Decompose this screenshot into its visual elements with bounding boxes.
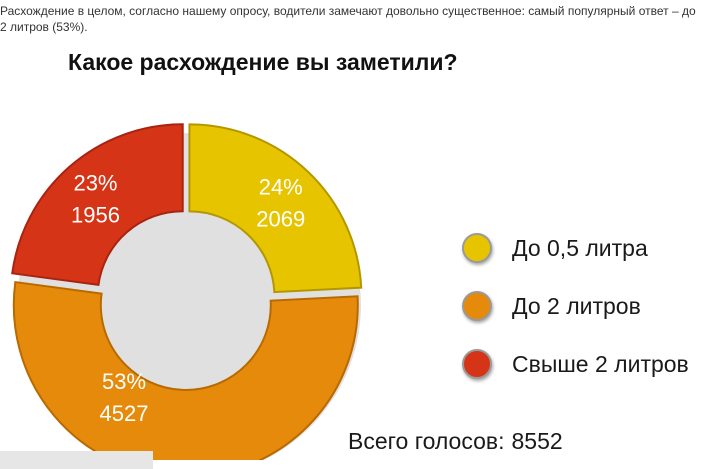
slice-count-label: 2069 bbox=[256, 206, 305, 231]
legend-item-up-to-2-liters: До 2 литров bbox=[462, 288, 689, 324]
total-votes: Всего голосов: 8552 bbox=[348, 428, 563, 455]
donut-slice bbox=[12, 280, 359, 460]
legend-label: До 0,5 литра bbox=[512, 234, 648, 261]
legend-label: До 2 литров bbox=[512, 292, 641, 319]
legend-swatch bbox=[462, 349, 492, 379]
slice-percent-label: 24% bbox=[259, 174, 303, 199]
total-votes-label: Всего голосов: bbox=[348, 428, 505, 454]
donut-slice bbox=[188, 123, 363, 294]
legend-item-up-to-0-5-liters: До 0,5 литра bbox=[462, 230, 689, 266]
slice-percent-label: 53% bbox=[102, 369, 146, 394]
legend-swatch bbox=[462, 233, 492, 263]
bottom-scroll-strip bbox=[0, 451, 153, 469]
legend-swatch bbox=[462, 291, 492, 321]
chart-legend: До 0,5 литра До 2 литров Свыше 2 литров bbox=[462, 230, 689, 404]
total-votes-value: 8552 bbox=[511, 428, 563, 454]
slice-count-label: 4527 bbox=[100, 401, 149, 426]
donut-chart: 24% 2069 53% 4527 23% 1956 bbox=[11, 123, 363, 460]
legend-label: Свыше 2 литров bbox=[512, 350, 689, 377]
legend-item-over-2-liters: Свыше 2 литров bbox=[462, 346, 689, 382]
slice-count-label: 1956 bbox=[71, 202, 120, 227]
donut-slice bbox=[11, 123, 184, 287]
chart-title: Какое расхождение вы заметили? bbox=[68, 49, 458, 75]
intro-paragraph: Расхождение в целом, согласно нашему опр… bbox=[0, 4, 696, 34]
slice-percent-label: 23% bbox=[73, 170, 117, 195]
